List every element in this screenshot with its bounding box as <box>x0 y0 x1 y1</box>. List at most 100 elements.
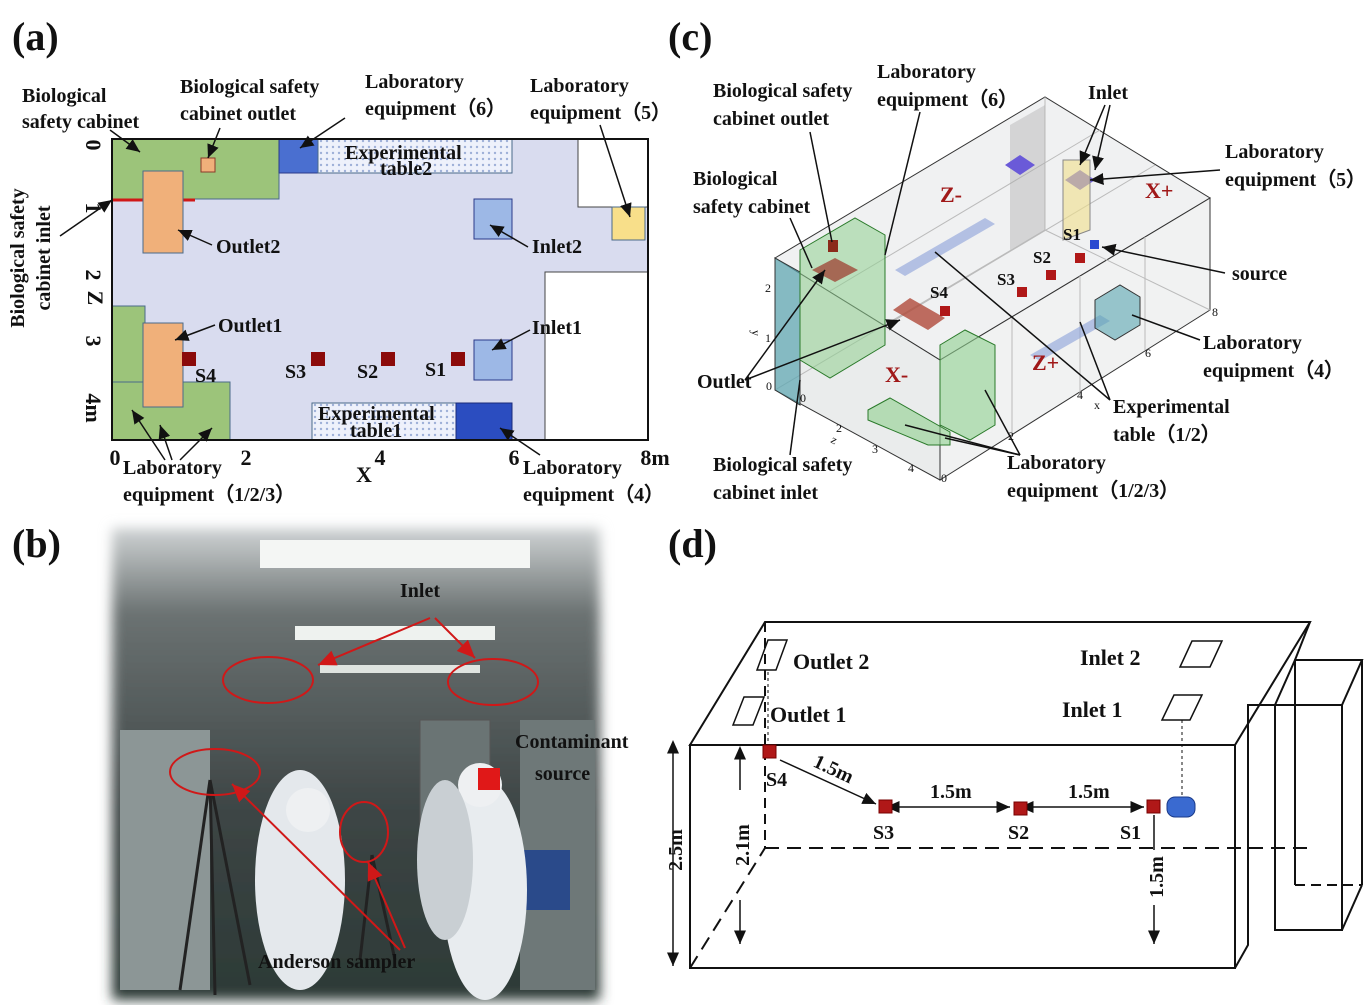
label: Inlet2 <box>532 236 582 258</box>
label: equipment（6） <box>365 97 506 120</box>
sampler <box>451 352 465 366</box>
axis-tick-label: 3 <box>872 442 878 456</box>
sampler-label: S4 <box>195 365 216 387</box>
sampler-label: S4 <box>766 769 787 791</box>
z-tick-label: 1 <box>81 203 106 214</box>
axis-tick-label: 1 <box>765 331 771 345</box>
outlet1 <box>143 323 183 407</box>
source <box>1167 797 1195 817</box>
label: Outlet1 <box>218 315 282 337</box>
dimension-label: 2.1m <box>732 824 754 866</box>
sampler-label: S3 <box>997 270 1015 289</box>
face-label: Z+ <box>1032 350 1059 375</box>
dimension-label: 2.5m <box>665 829 687 871</box>
sampler <box>1014 802 1027 815</box>
panel-tag: (c) <box>668 14 712 59</box>
label: Inlet 1 <box>1062 697 1123 722</box>
axis-tick-label: 2 <box>1008 429 1014 443</box>
box-side <box>1235 705 1275 968</box>
label: safety cabinet <box>693 196 811 218</box>
x-tick-label: 6 <box>509 445 520 470</box>
sampler-label: S2 <box>357 361 378 383</box>
model-3d: Laboratory equipment（6） Biological safet… <box>693 61 1366 504</box>
dimension-label: 1.5m <box>1146 856 1168 898</box>
x-tick-label: 2 <box>241 445 252 470</box>
axis-tick-label: 2 <box>836 421 842 435</box>
label: Laboratory <box>530 75 629 97</box>
label: Laboratory <box>123 457 222 479</box>
sampler <box>879 800 892 813</box>
lab-equipment-4 <box>456 403 512 440</box>
label: table（1/2） <box>1113 423 1221 446</box>
sampler <box>940 306 950 316</box>
page: (a) (b) (c) (d) Biological safety cabine… <box>0 0 1368 1005</box>
contaminant-source <box>478 768 500 790</box>
x-tick-label: 4 <box>375 445 386 470</box>
ceiling-light <box>260 540 530 568</box>
sampler <box>182 352 196 366</box>
annex-front <box>1275 705 1342 930</box>
sampler <box>1075 253 1085 263</box>
sampler <box>763 745 776 758</box>
axis-tick-label: 0 <box>766 379 772 393</box>
photo: Inlet Contaminant source Anderson sample… <box>112 528 629 1000</box>
outlet <box>733 697 764 725</box>
label: Inlet1 <box>532 317 582 339</box>
label: cabinet outlet <box>180 103 296 125</box>
label: table1 <box>350 420 402 442</box>
sampler-label: S3 <box>285 361 306 383</box>
label: Inlet <box>1088 82 1128 104</box>
axis-tick-label: 0 <box>941 471 947 485</box>
sampler-label: S1 <box>425 359 446 381</box>
sampler <box>1147 800 1160 813</box>
face-label: Z- <box>940 182 962 207</box>
panel-tag: (b) <box>12 521 61 566</box>
label: equipment（5） <box>1225 168 1366 191</box>
sampler-label: S3 <box>873 822 894 844</box>
cabinet-inlet-face <box>775 258 800 405</box>
z-axis-label: Z <box>83 291 108 306</box>
outlet2 <box>143 171 183 253</box>
label: Laboratory <box>365 71 464 93</box>
face-label: X+ <box>1145 178 1173 203</box>
cabinet-outlet-duct <box>828 240 838 252</box>
label: Contaminant <box>515 731 629 753</box>
label: Laboratory <box>1203 332 1302 354</box>
panel-tag: (d) <box>668 521 717 566</box>
z-tick-label: 2 <box>81 270 106 281</box>
label: cabinet outlet <box>713 108 829 130</box>
wall-panel <box>1010 105 1045 250</box>
axis-tick-label: 6 <box>1145 346 1151 360</box>
inlet1 <box>474 340 512 380</box>
bio-cabinet <box>112 139 279 199</box>
label: Biological safety <box>7 188 29 327</box>
axis-tick-label: 0 <box>800 391 806 405</box>
z-tick-label: 3 <box>81 336 106 347</box>
figure: (a) (b) (c) (d) Biological safety cabine… <box>0 0 1368 1005</box>
label: equipment（4） <box>1203 359 1344 382</box>
label: Outlet 1 <box>770 702 846 727</box>
label: Biological safety <box>180 76 319 98</box>
label: Outlet2 <box>216 236 280 258</box>
axis-label: y <box>749 330 763 336</box>
sampler <box>381 352 395 366</box>
x-tick-label: 8m <box>640 445 669 470</box>
schematic <box>673 622 1362 968</box>
cabinet <box>120 730 210 990</box>
label: source <box>1232 263 1287 285</box>
lab-equipment-6 <box>279 139 318 173</box>
label: equipment（5） <box>530 101 671 124</box>
axis-tick-label: 4 <box>908 461 914 475</box>
annex-edge <box>1342 885 1362 930</box>
sampler <box>311 352 325 366</box>
room-annex <box>545 272 648 440</box>
dimension-label: 1.5m <box>930 781 972 803</box>
source <box>1090 240 1099 249</box>
axis-tick-label: 8 <box>1212 305 1218 319</box>
label: equipment（6） <box>877 88 1018 111</box>
label: table2 <box>380 158 432 180</box>
z-tick-label: 0 <box>81 140 106 151</box>
label: cabinet inlet <box>713 482 818 504</box>
cabinet-outlet <box>201 158 215 172</box>
sampler-label: S4 <box>930 283 948 302</box>
